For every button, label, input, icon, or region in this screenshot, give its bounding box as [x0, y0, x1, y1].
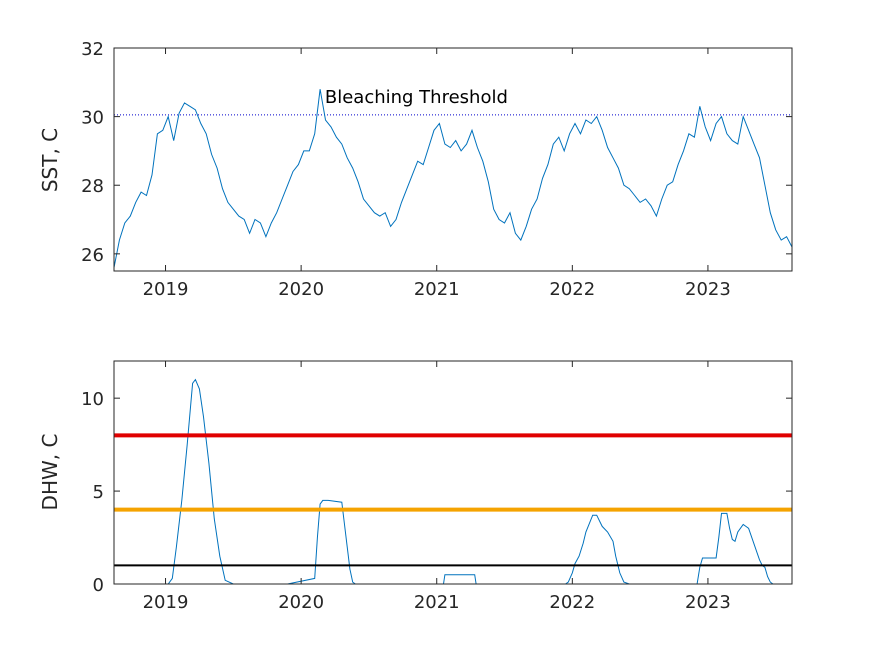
dhw-xtick-label: 2023: [685, 592, 731, 613]
dhw-ytick-label: 0: [93, 575, 104, 596]
dhw-ticks: 2019 2020 2021 2022 2023 0 5 10: [81, 361, 792, 613]
sst-ticks: 2019 2020 2021 2022 2023 26 28 30 32: [81, 39, 792, 300]
dhw-ylabel: DHW, C: [38, 434, 62, 511]
sst-series-line: [113, 89, 793, 268]
sst-axes-box: [113, 47, 793, 272]
sst-plot-area: [114, 48, 792, 271]
dhw-ytick-label: 5: [93, 482, 104, 503]
dhw-axes: 2019 2020 2021 2022 2023 0 5 10 DHW, C: [38, 360, 793, 613]
dhw-series-line: [114, 378, 792, 585]
dhw-series: [114, 378, 792, 585]
dhw-ytick-label: 10: [81, 389, 104, 410]
dhw-xtick-label: 2019: [143, 592, 189, 613]
sst-xtick-label: 2023: [685, 279, 731, 300]
dhw-axes-box: [113, 360, 793, 585]
sst-ylabel: SST, C: [38, 128, 62, 192]
sst-xtick-label: 2022: [549, 279, 595, 300]
sst-xtick-label: 2021: [414, 279, 460, 300]
sst-axes: 2019 2020 2021 2022 2023 26 28 30 32 SST, C Blea…: [38, 39, 793, 300]
dhw-reference-lines: [114, 433, 792, 567]
sst-ytick-label: 32: [81, 39, 104, 60]
sst-ytick-label: 28: [81, 176, 104, 197]
dhw-xtick-label: 2020: [278, 592, 324, 613]
dhw-xtick-label: 2022: [549, 592, 595, 613]
sst-xtick-label: 2020: [278, 279, 324, 300]
sst-series: [113, 89, 793, 268]
sst-xtick-label: 2019: [143, 279, 189, 300]
dhw-plot-area: [114, 361, 792, 584]
bleaching-threshold-label: Bleaching Threshold: [325, 87, 508, 108]
sst-ytick-label: 26: [81, 245, 104, 266]
sst-ytick-label: 30: [81, 108, 104, 129]
dhw-xtick-label: 2021: [414, 592, 460, 613]
